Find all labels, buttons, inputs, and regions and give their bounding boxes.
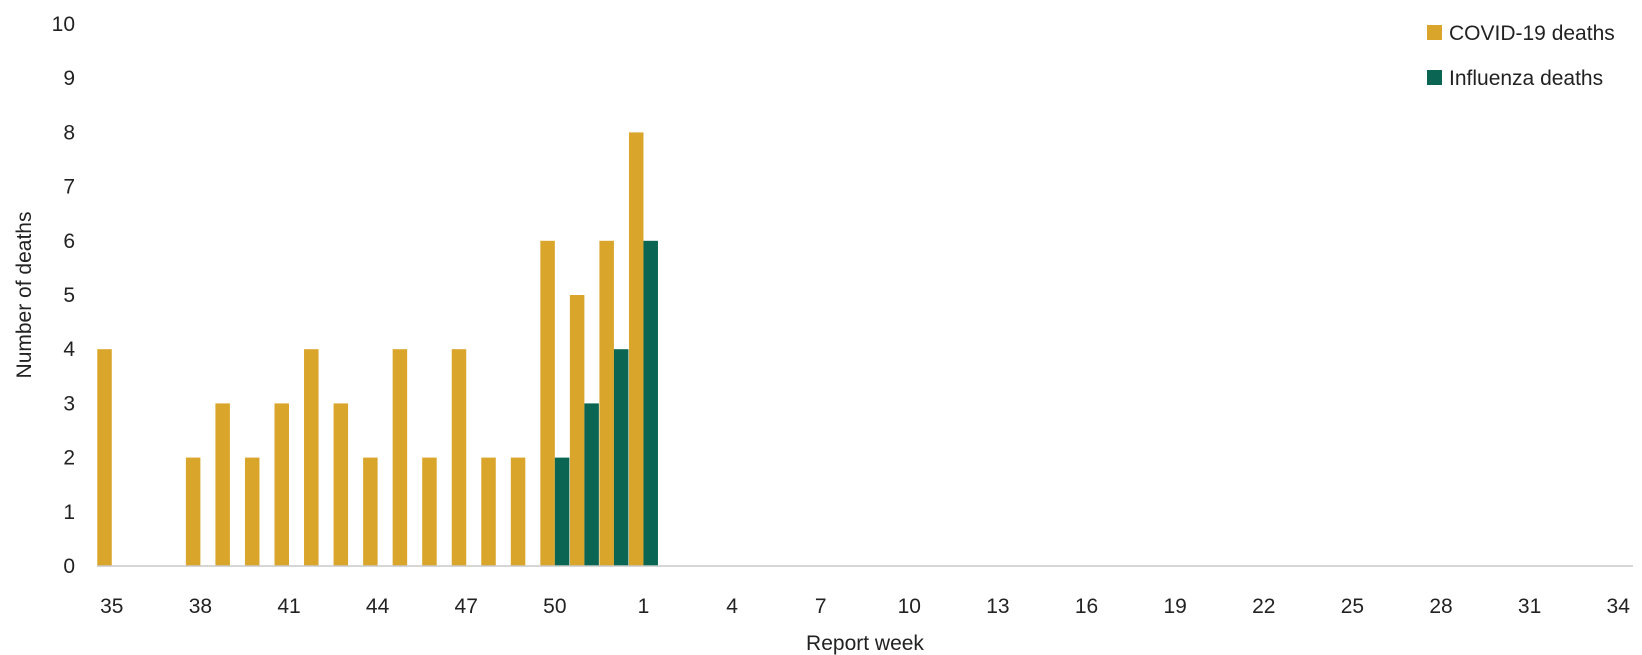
bar-influenza-deaths — [584, 403, 599, 566]
x-tick-label: 25 — [1341, 595, 1364, 618]
bar-covid-19-deaths — [628, 132, 644, 566]
x-tick-label: 19 — [1163, 595, 1186, 618]
y-tick-label: 2 — [63, 447, 75, 470]
y-tick-label: 5 — [63, 284, 75, 307]
x-tick-label: 22 — [1252, 595, 1275, 618]
legend-swatch-influenza-deaths — [1427, 70, 1442, 85]
bar-covid-19-deaths — [510, 457, 526, 566]
bar-covid-19-deaths — [185, 457, 201, 566]
x-tick-label: 50 — [543, 595, 566, 618]
x-tick-label: 28 — [1429, 595, 1452, 618]
x-tick-label: 7 — [815, 595, 827, 618]
y-tick-label: 6 — [63, 230, 75, 253]
x-axis: 35 38 41 44 47 50 1 4 7 10 13 16 19 22 25 28 31 34 — [100, 595, 1630, 618]
bar-covid-19-deaths — [540, 240, 555, 567]
y-tick-label: 1 — [63, 501, 75, 524]
bar-covid-19-deaths — [392, 349, 408, 566]
bar-influenza-deaths — [643, 240, 658, 567]
y-tick-label: 0 — [63, 555, 75, 578]
x-tick-label: 4 — [726, 595, 738, 618]
legend-swatch-covid-19-deaths — [1427, 25, 1442, 40]
bar-covid-19-deaths — [422, 457, 437, 566]
bar-covid-19-deaths — [481, 457, 496, 566]
bar-covid-19-deaths — [244, 457, 260, 566]
bar-covid-19-deaths — [333, 403, 349, 566]
x-tick-label: 44 — [366, 595, 390, 618]
bars — [97, 132, 658, 567]
y-tick-label: 3 — [63, 392, 75, 415]
legend-label-influenza-deaths: Influenza deaths — [1449, 67, 1603, 90]
x-tick-label: 1 — [638, 595, 650, 618]
y-tick-label: 4 — [63, 338, 75, 361]
y-tick-label: 8 — [63, 121, 75, 144]
x-tick-label: 31 — [1518, 595, 1541, 618]
y-tick-label: 7 — [63, 176, 75, 199]
y-axis-title: Number of deaths — [13, 212, 36, 379]
bar-covid-19-deaths — [451, 349, 467, 566]
bar-influenza-deaths — [554, 457, 570, 566]
bar-covid-19-deaths — [304, 349, 319, 566]
legend: COVID-19 deaths Influenza deaths — [1427, 22, 1615, 90]
y-axis: 0 1 2 3 4 5 6 7 8 9 10 — [52, 13, 76, 578]
x-tick-label: 34 — [1607, 595, 1631, 618]
bar-covid-19-deaths — [215, 403, 230, 566]
bar-influenza-deaths — [613, 349, 629, 566]
bar-covid-19-deaths — [274, 403, 289, 566]
x-tick-label: 35 — [100, 595, 123, 618]
x-tick-label: 13 — [986, 595, 1009, 618]
bar-covid-19-deaths — [599, 240, 614, 567]
x-tick-label: 47 — [455, 595, 478, 618]
bar-covid-19-deaths — [363, 457, 378, 566]
bar-covid-19-deaths — [97, 349, 112, 566]
x-tick-label: 16 — [1075, 595, 1098, 618]
legend-label-covid-19-deaths: COVID-19 deaths — [1449, 22, 1615, 45]
x-tick-label: 41 — [277, 595, 300, 618]
x-tick-label: 10 — [898, 595, 921, 618]
y-tick-label: 9 — [63, 67, 75, 90]
x-tick-label: 38 — [189, 595, 212, 618]
x-axis-title: Report week — [806, 632, 924, 655]
bar-covid-19-deaths — [569, 295, 585, 566]
y-tick-label: 10 — [52, 13, 75, 36]
